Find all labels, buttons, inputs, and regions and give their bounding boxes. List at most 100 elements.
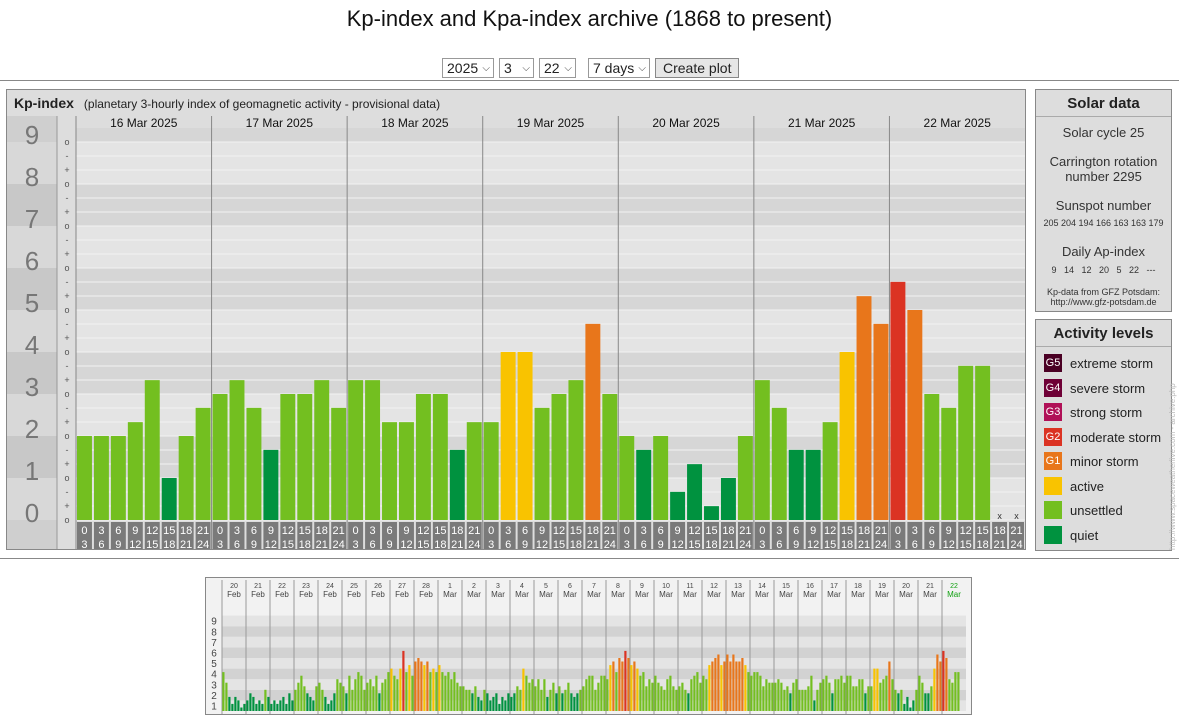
overview-bar xyxy=(447,672,450,711)
overview-bar xyxy=(549,689,552,711)
hour-end-label: 9 xyxy=(793,539,799,549)
hour-start-label: 21 xyxy=(739,525,751,537)
y-minor-label: + xyxy=(64,333,69,343)
day-label: 21 Mar 2025 xyxy=(788,116,856,130)
overview-bar xyxy=(450,679,453,711)
overview-bar xyxy=(681,682,684,711)
create-plot-button[interactable]: Create plot xyxy=(655,58,740,78)
overview-month-label: Mar xyxy=(563,590,577,599)
legend-label: active xyxy=(1070,478,1104,494)
kp-bar xyxy=(77,436,92,520)
y-minor-label: + xyxy=(64,165,69,175)
hour-start-label: 3 xyxy=(98,525,104,537)
legend-swatch xyxy=(1044,525,1062,544)
hour-cell xyxy=(653,522,669,549)
overview-bar xyxy=(654,675,657,711)
overview-month-label: Feb xyxy=(371,590,385,599)
overview-month-label: Feb xyxy=(419,590,433,599)
overview-bar xyxy=(393,675,396,711)
hour-end-label: 21 xyxy=(587,539,599,549)
y-minor-label: o xyxy=(64,347,69,357)
kp-bar xyxy=(890,281,906,520)
hour-start-label: 3 xyxy=(641,525,647,537)
overview-day-label: 22 xyxy=(278,583,286,590)
overview-bar xyxy=(816,689,819,711)
hour-start-label: 21 xyxy=(1010,525,1022,537)
legend-swatch xyxy=(1044,501,1062,519)
hour-end-label: 3 xyxy=(895,539,901,549)
range-select[interactable]: 7 days ⌵ xyxy=(588,58,650,78)
kp-bar xyxy=(839,352,855,520)
overview-bar xyxy=(750,675,753,711)
hour-start-label: 12 xyxy=(960,525,972,537)
hour-end-label: 24 xyxy=(604,539,616,549)
panel-name: Kp-index xyxy=(14,95,74,111)
overview-chart[interactable]: 12345678920Feb21Feb22Feb23Feb24Feb25Feb2… xyxy=(206,578,971,714)
overview-month-label: Mar xyxy=(539,590,553,599)
kp-bar xyxy=(466,422,482,520)
hour-cell xyxy=(534,522,550,549)
page-title: Kp-index and Kpa-index archive (1868 to … xyxy=(346,6,833,31)
overview-month-label: Mar xyxy=(443,590,457,599)
day-label: 20 Mar 2025 xyxy=(652,116,720,130)
overview-bar xyxy=(294,689,297,711)
overview-bar xyxy=(354,679,357,711)
kp-bar xyxy=(568,380,584,520)
hour-cell xyxy=(212,522,228,549)
overview-bar xyxy=(594,689,597,711)
y-minor-label: - xyxy=(66,361,69,371)
overview-bar xyxy=(909,707,912,711)
overview-bar xyxy=(780,682,783,711)
overview-bar xyxy=(690,679,693,711)
overview-bar xyxy=(777,679,780,711)
kp-bar xyxy=(263,449,279,520)
overview-bar xyxy=(693,675,696,711)
hour-cell xyxy=(331,522,347,549)
overview-bar xyxy=(627,658,630,711)
overview-day-label: 21 xyxy=(926,583,934,590)
kp-bar xyxy=(737,436,753,520)
plot-controls: 2025 ⌵ 3 ⌵ 22 ⌵ 7 days ⌵ Create plot xyxy=(0,58,1179,80)
overview-bar xyxy=(660,686,663,711)
overview-bar xyxy=(345,693,348,711)
overview-bar xyxy=(243,703,246,711)
y-minor-label: + xyxy=(64,459,69,469)
overview-month-label: Feb xyxy=(347,590,361,599)
solar-cycle: Solar cycle 25 xyxy=(1062,125,1145,140)
overview-bar xyxy=(801,689,804,711)
overview-bar xyxy=(528,682,531,711)
kp-bar xyxy=(653,436,669,520)
overview-bar xyxy=(825,675,828,711)
year-select[interactable]: 2025 ⌵ xyxy=(442,58,494,78)
overview-bar xyxy=(699,682,702,711)
hour-start-label: 9 xyxy=(403,525,409,537)
sunspot-label: Sunspot number xyxy=(1055,198,1152,213)
overview-bar xyxy=(417,658,420,711)
overview-bar xyxy=(798,689,801,711)
overview-bar xyxy=(384,679,387,711)
hour-cell xyxy=(720,522,736,549)
activity-heading: Activity levels xyxy=(1036,320,1171,347)
hour-end-label: 3 xyxy=(488,539,494,549)
side-caption: http://www.spaceweatherlive.com - archiv… xyxy=(1168,383,1177,550)
hour-cell xyxy=(127,522,143,549)
legend-swatch: G1 xyxy=(1044,452,1062,470)
overview-bar xyxy=(471,693,474,711)
overview-bar xyxy=(951,682,954,711)
overview-bar xyxy=(666,679,669,711)
overview-bar xyxy=(399,668,402,711)
overview-bar xyxy=(291,700,294,711)
month-select[interactable]: 3 ⌵ xyxy=(499,58,534,78)
overview-chart-box[interactable]: 1 2 3 4 5 6 7 8 9 20 Feb 21 Feb 22 Feb 23 Feb 24 Feb 25 Feb 2… xyxy=(205,577,972,715)
hour-start-label: 21 xyxy=(875,525,887,537)
kp-bar xyxy=(534,407,550,520)
hour-cell xyxy=(483,522,499,549)
overview-bar xyxy=(510,696,513,711)
overview-bar xyxy=(225,682,228,711)
hour-end-label: 9 xyxy=(522,539,528,549)
overview-day-label: 9 xyxy=(640,583,644,590)
day-select[interactable]: 22 ⌵ xyxy=(539,58,576,78)
overview-month-label: Feb xyxy=(299,590,313,599)
overview-bar xyxy=(783,689,786,711)
overview-bar xyxy=(771,682,774,711)
